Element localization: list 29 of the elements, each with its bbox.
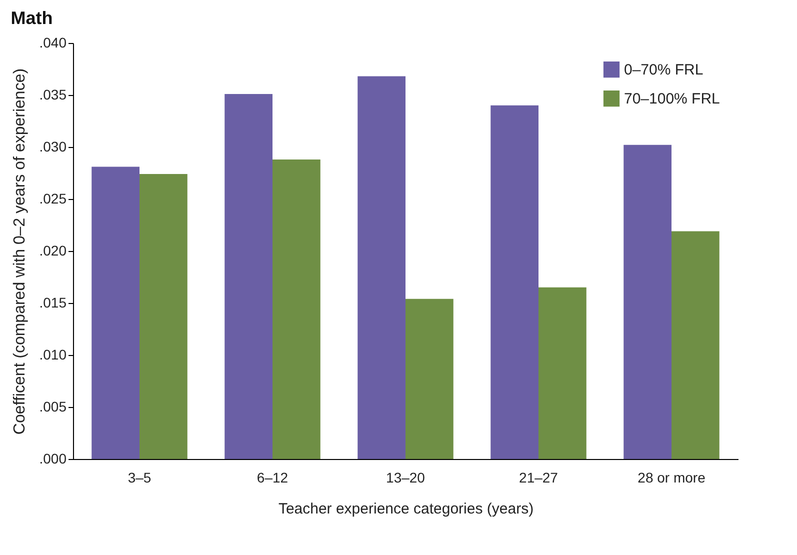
bar	[140, 174, 188, 459]
bar	[92, 166, 140, 459]
y-axis-title: Coefficent (compared with 0–2 years of experience)	[11, 68, 28, 435]
bar	[672, 231, 720, 459]
y-tick-label: .005	[39, 398, 67, 414]
x-tick-label: 6–12	[256, 470, 288, 486]
legend-label: 70–100% FRL	[624, 90, 720, 108]
x-tick-label: 28 or more	[638, 470, 706, 486]
bar	[224, 94, 272, 459]
x-tick-label: 3–5	[128, 470, 152, 486]
y-tick-label: .010	[39, 346, 67, 362]
y-tick-label: .025	[39, 190, 67, 206]
bar	[358, 76, 406, 459]
bar	[538, 287, 586, 459]
chart-title: Math	[10, 8, 53, 28]
legend-label: 0–70% FRL	[624, 62, 704, 78]
bar	[272, 159, 320, 459]
bar	[624, 144, 672, 459]
y-tick-label: .000	[39, 450, 67, 466]
bar	[490, 105, 538, 459]
bar	[406, 298, 454, 459]
y-tick-label: .015	[39, 294, 67, 310]
y-tick-label: .035	[39, 86, 67, 102]
x-axis-title: Teacher experience categories (years)	[278, 500, 534, 518]
y-tick-label: .040	[39, 34, 67, 50]
x-tick-label: 13–20	[386, 470, 426, 486]
x-tick-label: 21–27	[519, 470, 558, 486]
y-tick-label: .020	[39, 242, 67, 258]
y-tick-label: .030	[39, 138, 67, 154]
